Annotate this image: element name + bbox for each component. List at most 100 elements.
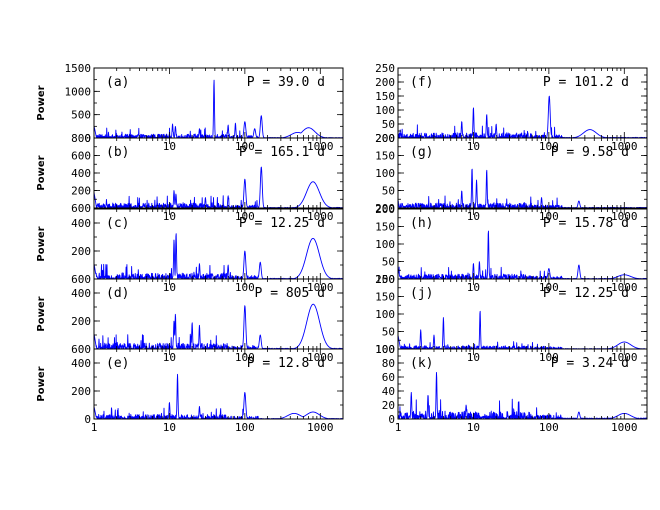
x-tick-label: 1000 — [611, 140, 638, 153]
panel-label: (j) — [410, 286, 433, 301]
y-tick-label: 20 — [382, 399, 395, 412]
panel-label: (h) — [410, 216, 433, 231]
panel-label: (c) — [106, 216, 129, 231]
x-tick-label: 100 — [235, 281, 255, 294]
y-tick-label: 100 — [375, 343, 395, 356]
panel-label: (f) — [410, 75, 433, 90]
panel-g: 10 100 1000 200 50 100 150 200 (g) P = 9.58 d — [375, 132, 648, 223]
period-label: P = 3.24 d — [551, 356, 629, 371]
x-tick-label: 10 — [163, 281, 176, 294]
x-tick-label: 10 — [163, 421, 176, 434]
power-curve — [397, 310, 648, 350]
y-tick-label: 250 — [375, 62, 395, 75]
x-tick-label: 1000 — [307, 210, 334, 223]
y-axis-label: Power — [36, 226, 47, 261]
power-curve — [93, 373, 344, 420]
y-tick-label: 200 — [375, 132, 395, 145]
y-tick-label: 150 — [375, 90, 395, 103]
x-tick-label: 100 — [539, 210, 559, 223]
y-tick-label: 150 — [375, 291, 395, 304]
x-tick-label: 1000 — [611, 351, 638, 364]
x-tick-label: 10 — [163, 140, 176, 153]
y-tick-label: 200 — [375, 203, 395, 216]
x-tick-label: 100 — [539, 421, 559, 434]
x-tick-label: 10 — [467, 281, 480, 294]
period-label: P = 39.0 d — [247, 75, 325, 90]
y-axis-label: Power — [36, 155, 47, 190]
x-tick-label: 10 — [467, 351, 480, 364]
y-tick-label: 200 — [71, 245, 91, 258]
power-curve — [93, 303, 344, 350]
power-curve — [93, 166, 344, 209]
y-tick-label: 1500 — [65, 62, 92, 75]
panel-c: 10 100 1000 600 200 400 (c) P = 12.25 d Power — [36, 208, 344, 294]
panel-label: (b) — [106, 145, 129, 160]
x-tick-label: 100 — [539, 140, 559, 153]
period-label: P = 12.25 d — [543, 286, 629, 301]
panel-a: 10 100 1000 0 500 1000 1500 (a) P = 39.0 d Power — [36, 62, 344, 153]
y-tick-label: 0 — [84, 413, 91, 426]
y-tick-label: 40 — [382, 385, 395, 398]
x-tick-label: 1000 — [307, 351, 334, 364]
y-tick-label: 100 — [375, 238, 395, 251]
x-tick-label: 10 — [467, 210, 480, 223]
panel-d: 10 100 1000 600 200 400 (d) P = 805 d Power — [36, 278, 344, 364]
x-tick-label: 1 — [91, 421, 98, 434]
y-tick-label: 400 — [71, 287, 91, 300]
y-tick-label: 150 — [375, 150, 395, 163]
y-tick-label: 500 — [71, 109, 91, 122]
period-label: P = 12.25 d — [239, 216, 325, 231]
y-tick-label: 200 — [71, 315, 91, 328]
y-tick-label: 100 — [375, 308, 395, 321]
y-tick-label: 1000 — [65, 85, 92, 98]
x-tick-label: 100 — [235, 140, 255, 153]
y-tick-label: 60 — [382, 371, 395, 384]
panel-label: (k) — [410, 356, 433, 371]
y-tick-label: 200 — [375, 76, 395, 89]
y-tick-label: 400 — [71, 217, 91, 230]
y-tick-label: 150 — [375, 221, 395, 234]
x-tick-label: 1 — [395, 421, 402, 434]
y-tick-label: 150 — [375, 273, 395, 286]
period-label: P = 805 d — [255, 286, 325, 301]
x-tick-label: 100 — [539, 351, 559, 364]
x-tick-label: 1000 — [307, 281, 334, 294]
x-tick-label: 10 — [163, 351, 176, 364]
panel-label: (g) — [410, 145, 433, 160]
x-tick-label: 10 — [467, 421, 480, 434]
y-tick-label: 200 — [375, 132, 395, 145]
x-tick-label: 1000 — [611, 210, 638, 223]
y-tick-label: 0 — [388, 413, 395, 426]
panel-label: (d) — [106, 286, 129, 301]
power-curve — [93, 233, 344, 280]
y-tick-label: 50 — [382, 326, 395, 339]
y-tick-label: 100 — [375, 104, 395, 117]
power-curve — [397, 95, 648, 139]
y-axis-label: Power — [36, 366, 47, 401]
y-tick-label: 50 — [382, 185, 395, 198]
power-curve — [397, 168, 648, 209]
y-axis-label: Power — [36, 85, 47, 120]
x-tick-label: 1000 — [307, 140, 334, 153]
x-tick-label: 1000 — [611, 421, 638, 434]
x-tick-label: 100 — [235, 351, 255, 364]
y-tick-label: 200 — [71, 385, 91, 398]
y-tick-label: 80 — [382, 357, 395, 370]
y-tick-label: 600 — [71, 202, 91, 215]
panel-e: 1 10 100 1000 0 200 400 (e) P = 12.8 d Power — [36, 348, 344, 434]
y-tick-label: 400 — [71, 167, 91, 180]
y-tick-label: 100 — [375, 167, 395, 180]
period-label: P = 9.58 d — [551, 145, 629, 160]
x-tick-label: 100 — [235, 421, 255, 434]
y-tick-label: 50 — [382, 118, 395, 131]
panel-label: (a) — [106, 75, 129, 90]
y-tick-label: 600 — [71, 343, 91, 356]
power-curve — [397, 371, 648, 420]
y-tick-label: 200 — [375, 273, 395, 286]
period-label: P = 15.78 d — [543, 216, 629, 231]
